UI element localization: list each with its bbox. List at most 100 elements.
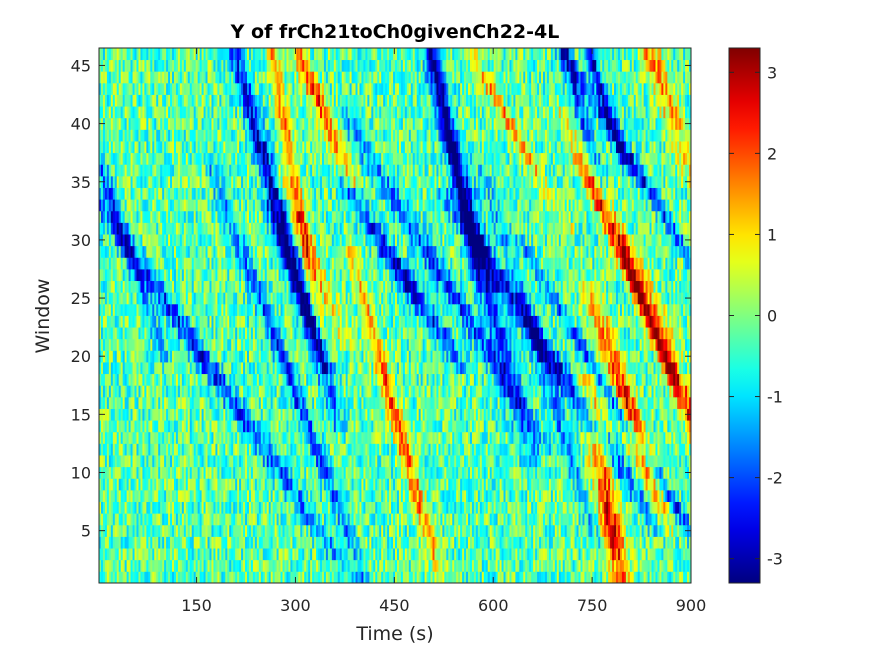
heatmap-cell	[241, 524, 244, 537]
heatmap-cell	[185, 466, 189, 479]
heatmap-cell	[329, 524, 333, 537]
heatmap-cell	[402, 524, 406, 537]
heatmap-cell	[511, 524, 514, 537]
heatmap-cell	[337, 524, 341, 537]
heatmap-cell	[485, 431, 489, 444]
heatmap-cell	[181, 443, 185, 456]
heatmap-cell	[608, 455, 611, 468]
heatmap-cell	[393, 443, 396, 456]
heatmap-cell	[414, 536, 418, 549]
heatmap-cell	[420, 524, 424, 537]
heatmap-cell	[327, 536, 331, 549]
heatmap-cell	[497, 443, 500, 456]
heatmap-cell	[191, 513, 195, 526]
heatmap-cell	[173, 559, 177, 572]
heatmap-cell	[584, 536, 587, 549]
heatmap-cell	[177, 478, 181, 491]
heatmap-cell	[351, 443, 354, 456]
heatmap-cell	[485, 501, 489, 514]
heatmap-cell	[170, 513, 173, 526]
heatmap-cell	[329, 431, 333, 444]
heatmap-cell	[266, 466, 270, 479]
heatmap-cell	[503, 513, 506, 526]
heatmap-cell	[434, 501, 437, 514]
heatmap-cell	[247, 536, 250, 549]
heatmap-cell	[294, 501, 297, 514]
heatmap-cell	[199, 513, 203, 526]
heatmap-cell	[160, 489, 163, 502]
heatmap-cell	[531, 571, 534, 584]
heatmap-cell	[314, 513, 317, 526]
heatmap-cell	[100, 548, 104, 561]
heatmap-cell	[250, 536, 254, 549]
heatmap-cell	[396, 559, 400, 572]
heatmap-cell	[497, 548, 500, 561]
heatmap-cell	[377, 559, 380, 572]
heatmap-cell	[418, 536, 422, 549]
heatmap-cell	[306, 548, 309, 561]
heatmap-cell	[625, 513, 629, 526]
heatmap-cell	[102, 559, 106, 572]
heatmap-cell	[531, 478, 534, 491]
heatmap-cell	[237, 489, 240, 502]
heatmap-cell	[241, 501, 244, 514]
heatmap-cell	[219, 501, 222, 514]
heatmap-cell	[671, 466, 674, 479]
heatmap-cell	[582, 559, 585, 572]
heatmap-cell	[231, 571, 234, 584]
heatmap-cell	[385, 478, 388, 491]
heatmap-cell	[584, 559, 587, 572]
heatmap-cell	[523, 443, 526, 456]
heatmap-cell	[108, 524, 112, 537]
heatmap-cell	[572, 559, 575, 572]
heatmap-cell	[621, 548, 625, 561]
heatmap-cell	[221, 548, 224, 561]
heatmap-cell	[608, 513, 611, 526]
heatmap-cell	[440, 466, 443, 479]
heatmap-cell	[523, 571, 526, 584]
heatmap-cell	[106, 536, 110, 549]
heatmap-cell	[367, 513, 370, 526]
heatmap-cell	[627, 559, 631, 572]
heatmap-cell	[677, 501, 680, 514]
heatmap-cell	[193, 559, 197, 572]
heatmap-cell	[345, 571, 349, 584]
heatmap-cell	[659, 559, 662, 572]
heatmap-cell	[483, 478, 487, 491]
heatmap-cell	[647, 501, 650, 514]
heatmap-cell	[493, 548, 497, 561]
heatmap-cell	[493, 501, 497, 514]
heatmap-cell	[331, 559, 335, 572]
heatmap-cell	[298, 466, 301, 479]
heatmap-cell	[316, 536, 319, 549]
heatmap-cell	[606, 524, 609, 537]
heatmap-cell	[296, 501, 299, 514]
heatmap-cell	[475, 559, 479, 572]
heatmap-cell	[235, 513, 238, 526]
heatmap-cell	[373, 513, 376, 526]
heatmap-cell	[402, 501, 406, 514]
heatmap-cell	[274, 571, 277, 584]
heatmap-cell	[375, 536, 378, 549]
heatmap-cell	[614, 548, 617, 561]
heatmap-cell	[138, 559, 141, 572]
heatmap-cell	[460, 478, 463, 491]
heatmap-cell	[203, 524, 206, 537]
heatmap-cell	[566, 513, 570, 526]
heatmap-cell	[612, 455, 615, 468]
heatmap-cell	[639, 536, 643, 549]
heatmap-cell	[168, 536, 171, 549]
heatmap-cell	[211, 513, 214, 526]
heatmap-cell	[314, 536, 317, 549]
heatmap-cell	[566, 455, 570, 468]
heatmap-cell	[554, 571, 558, 584]
heatmap-cell	[479, 466, 483, 479]
heatmap-cell	[479, 571, 483, 584]
heatmap-cell	[475, 513, 479, 526]
heatmap-cell	[252, 536, 256, 549]
heatmap-cell	[247, 571, 250, 584]
heatmap-cell	[310, 443, 313, 456]
heatmap-cell	[515, 466, 518, 479]
heatmap-cell	[148, 478, 151, 491]
heatmap-cell	[258, 466, 262, 479]
